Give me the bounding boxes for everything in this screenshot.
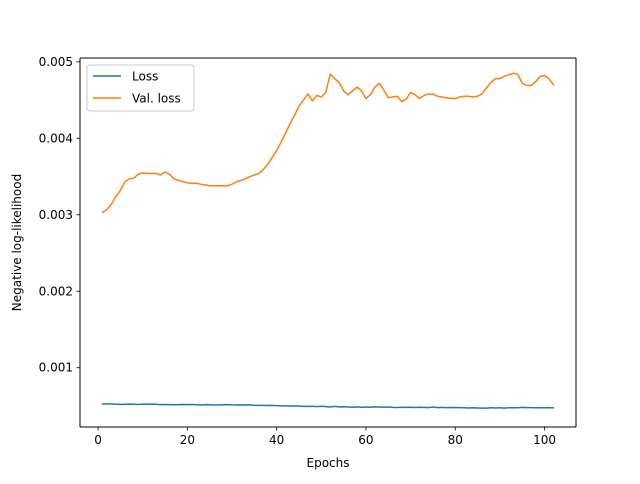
x-tick-label: 20 — [180, 433, 195, 447]
x-tick-label: 60 — [358, 433, 373, 447]
legend: Loss Val. loss — [87, 65, 194, 111]
y-tick-label: 0.002 — [39, 284, 73, 298]
y-tick-label: 0.004 — [39, 131, 73, 145]
x-axis-label: Epochs — [307, 456, 350, 470]
axes-background — [80, 58, 576, 427]
x-tick-label: 40 — [269, 433, 284, 447]
legend-label-val-loss: Val. loss — [132, 92, 181, 106]
y-tick-label: 0.003 — [39, 208, 73, 222]
y-tick-label: 0.005 — [39, 55, 73, 69]
y-axis-label: Negative log-likelihood — [10, 174, 24, 311]
x-tick-label: 0 — [94, 433, 102, 447]
plot-area — [80, 58, 576, 427]
x-tick-label: 80 — [448, 433, 463, 447]
legend-label-loss: Loss — [132, 70, 158, 84]
y-tick-label: 0.001 — [39, 361, 73, 375]
x-tick-label: 100 — [533, 433, 556, 447]
